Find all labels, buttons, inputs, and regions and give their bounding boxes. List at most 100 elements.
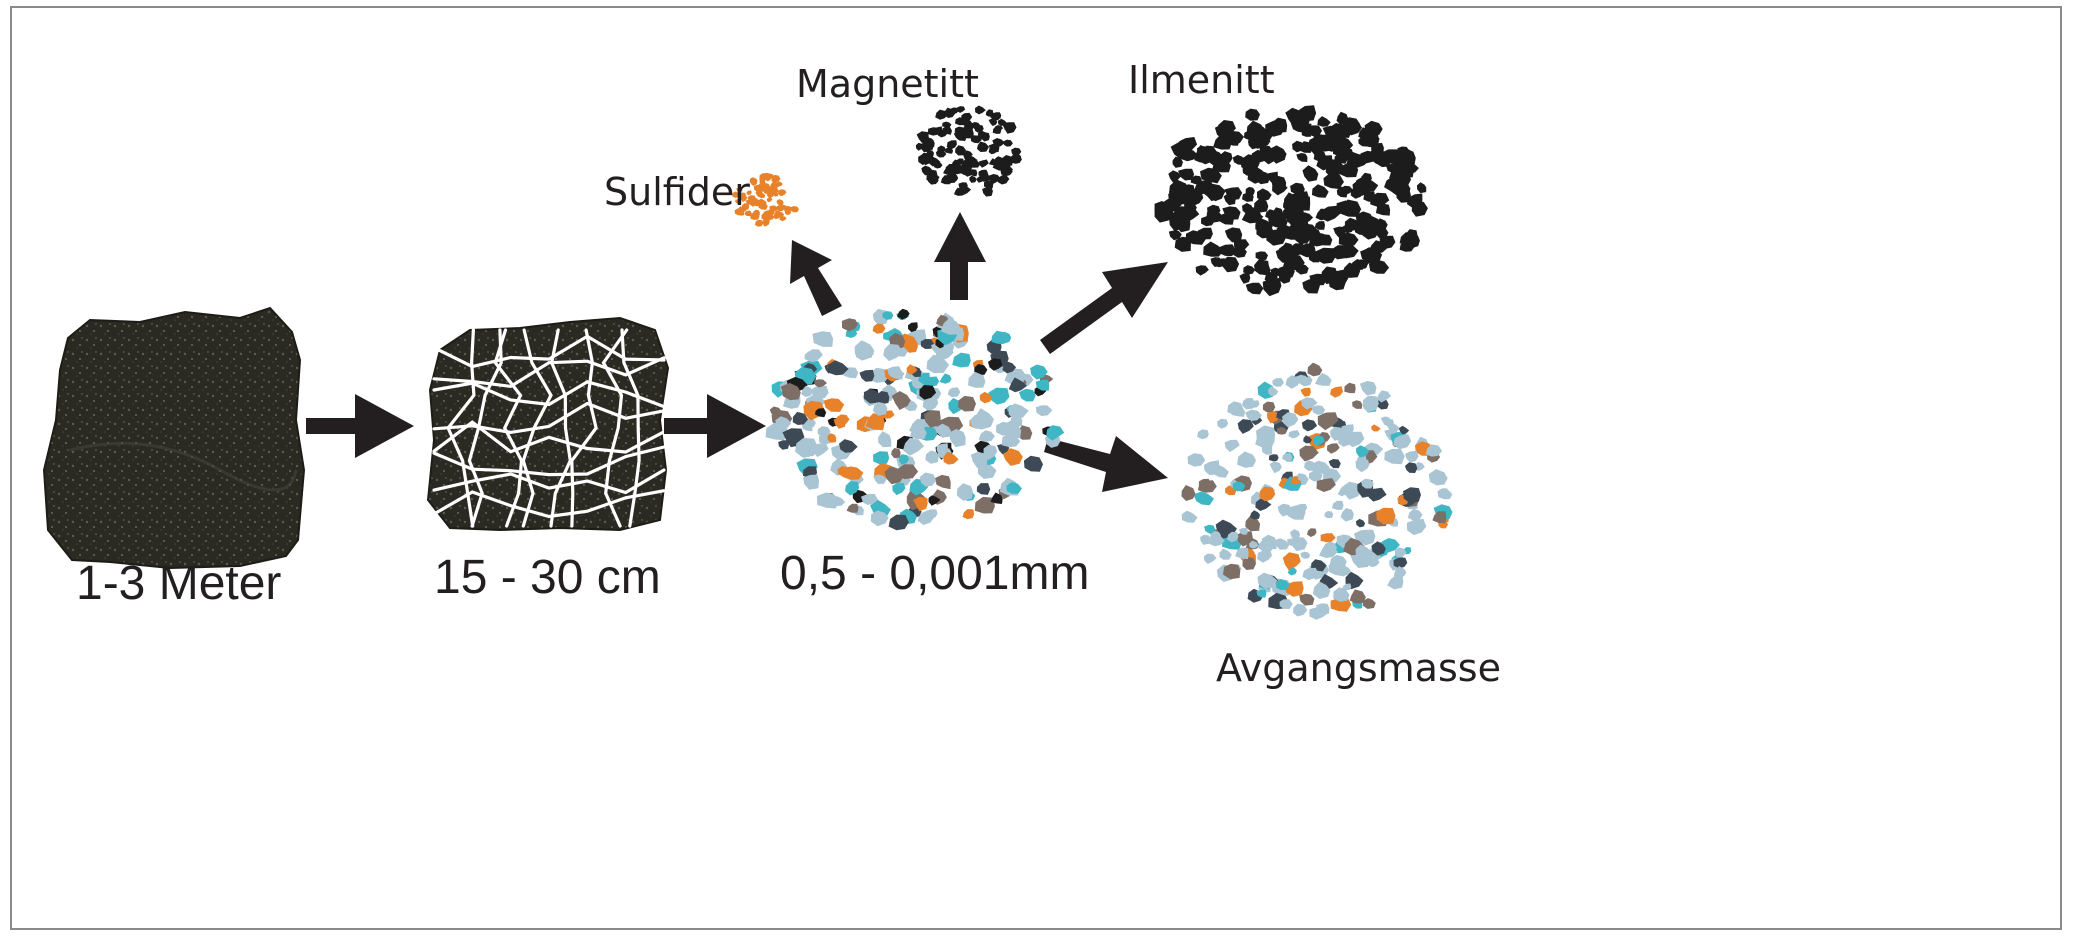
- ground-particle: [812, 442, 829, 458]
- sulfide-particle: [766, 214, 775, 220]
- sulfide-particle: [756, 188, 762, 194]
- ground-particle: [974, 496, 995, 514]
- magnetite-particle: [977, 141, 990, 152]
- ilmenite-particle: [1376, 154, 1391, 168]
- gangue-particle: [1227, 401, 1244, 416]
- ground-particle: [897, 308, 910, 320]
- ground-particle: [1001, 431, 1021, 448]
- gangue-particle: [1295, 374, 1310, 384]
- magnetite-particle: [940, 175, 952, 185]
- gangue-particle: [1282, 453, 1293, 462]
- ground-particle: [1019, 388, 1036, 402]
- ground-particle: [813, 379, 827, 388]
- gangue-particle: [1268, 386, 1279, 397]
- ground-particle: [962, 509, 975, 520]
- gangue-particle: [1256, 589, 1267, 598]
- ground-particle: [977, 464, 997, 479]
- stage-label-crushed-rock: 15 - 30 cm: [434, 551, 661, 604]
- ilmenite-particle: [1364, 120, 1383, 135]
- magnetite-particle: [962, 124, 972, 133]
- avgangsmasse-particles: [1181, 362, 1453, 620]
- gangue-particle: [1333, 587, 1350, 602]
- magnetite-particle: [1003, 139, 1013, 147]
- gangue-particle: [1290, 537, 1308, 552]
- magnetite-particle: [992, 113, 1000, 120]
- gangue-particle: [1394, 547, 1407, 559]
- ilmenite-particle: [1355, 211, 1374, 228]
- ground-particle: [926, 354, 950, 374]
- ilmenite-particle: [1372, 259, 1384, 270]
- ilmenite-particle: [1309, 273, 1327, 286]
- magnetite-particle: [915, 142, 925, 151]
- gangue-particle: [1352, 400, 1363, 409]
- gangue-particle: [1302, 567, 1319, 581]
- ilmenite-particle: [1239, 273, 1251, 284]
- gangue-particle: [1261, 445, 1273, 455]
- gangue-particle: [1361, 478, 1374, 489]
- gangue-particle: [1330, 386, 1343, 398]
- gangue-particle: [1366, 487, 1387, 502]
- ground-particle: [976, 483, 991, 495]
- magnetite-particle: [976, 176, 985, 183]
- ground-particle: [913, 496, 928, 512]
- gangue-particle: [1200, 534, 1212, 545]
- gangue-particle: [1259, 486, 1276, 502]
- gangue-particle: [1393, 566, 1407, 579]
- gangue-particle: [1301, 419, 1318, 432]
- ilmenite-particle: [1315, 247, 1337, 264]
- sulfide-particle: [766, 197, 773, 203]
- ground-particle: [827, 433, 837, 443]
- ground-particle: [888, 514, 909, 531]
- ground-particle: [775, 416, 792, 429]
- sulfide-particle: [736, 187, 743, 194]
- arrow-crushed-to-ground: [664, 394, 766, 458]
- ilmenite-particle: [1176, 216, 1191, 233]
- gangue-particle: [1276, 579, 1290, 590]
- magnetite-particle: [935, 109, 948, 120]
- gangue-particle: [1393, 557, 1408, 569]
- gangue-particle: [1359, 381, 1377, 396]
- ilmenite-particle: [1375, 203, 1391, 216]
- ilmenite-particle: [1314, 221, 1325, 230]
- gangue-particle: [1257, 572, 1278, 589]
- ilmenite-particle: [1296, 153, 1308, 162]
- ground-particle: [887, 366, 902, 378]
- ground-particle: [947, 387, 961, 398]
- ilmenite-particle: [1397, 146, 1410, 155]
- ilmenite-particle: [1232, 154, 1245, 166]
- gangue-particle: [1437, 489, 1453, 500]
- ilmenite-particle: [1245, 108, 1260, 121]
- ground-particle: [990, 492, 1003, 504]
- gangue-particle: [1273, 538, 1290, 550]
- ground-particle: [863, 388, 881, 404]
- gangue-particle: [1287, 567, 1297, 576]
- gangue-particle: [1232, 481, 1246, 492]
- gangue-particle: [1245, 409, 1262, 421]
- ilmenite-particle: [1168, 188, 1188, 206]
- product-label-ilmenitt: Ilmenitt: [1128, 58, 1275, 102]
- ilmenite-particle: [1203, 241, 1224, 257]
- ilmenite-particle: [1323, 159, 1344, 176]
- magnetite-particle: [984, 180, 994, 189]
- gangue-particle: [1309, 606, 1329, 620]
- ground-particle: [873, 451, 890, 465]
- ground-particle: [792, 411, 808, 425]
- gangue-particle: [1257, 435, 1268, 445]
- product-label-sulfider: Sulfider: [604, 170, 750, 214]
- ground-particle: [952, 352, 971, 368]
- gangue-particle: [1217, 418, 1229, 429]
- gangue-particle: [1285, 581, 1304, 597]
- ilmenite-particle: [1404, 233, 1420, 249]
- crack-line: [432, 420, 666, 454]
- ground-particle: [883, 344, 903, 362]
- ground-particle: [948, 429, 966, 448]
- sulfide-particle: [758, 192, 766, 199]
- ground-particle: [823, 398, 845, 412]
- ground-particle: [988, 358, 1003, 371]
- ground-particle: [1046, 425, 1065, 441]
- ground-particle: [817, 426, 831, 438]
- stage-label-raw-rock: 1-3 Meter: [76, 557, 282, 610]
- ilmenite-particle: [1338, 232, 1359, 247]
- ground-particle: [804, 351, 817, 362]
- ground-particle: [939, 373, 952, 384]
